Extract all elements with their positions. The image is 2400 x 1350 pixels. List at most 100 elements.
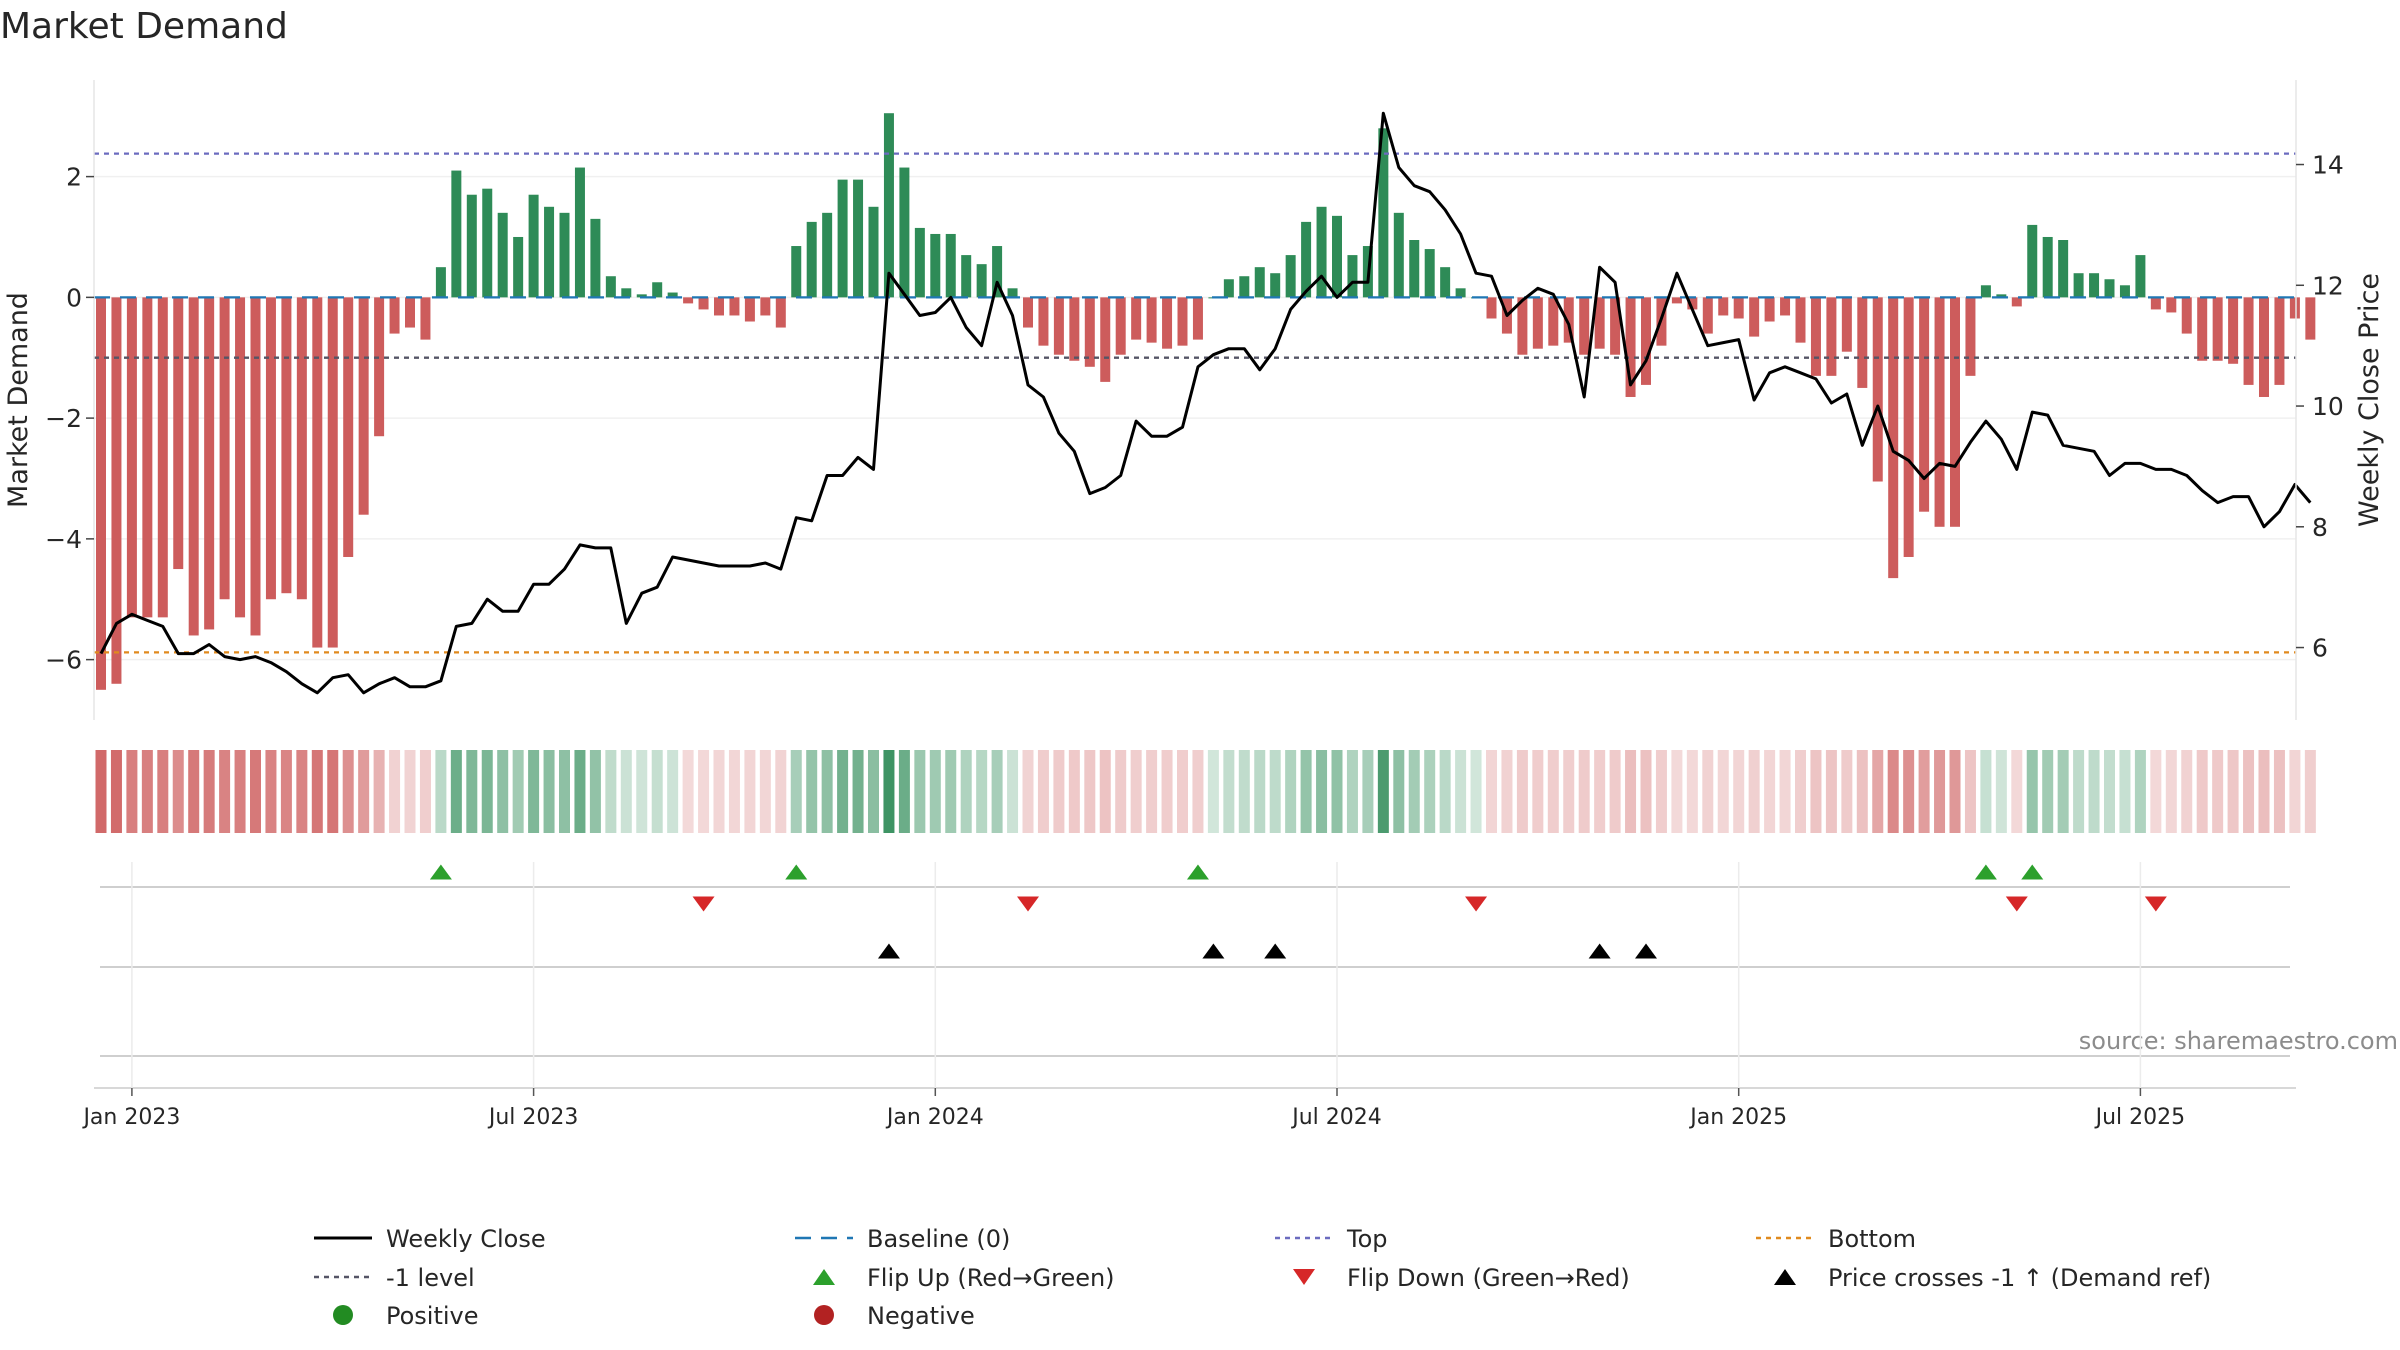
heat-strip-cell: [404, 750, 416, 833]
demand-bar: [1888, 297, 1899, 579]
demand-bar: [1239, 276, 1250, 298]
heat-strip-cell: [744, 750, 756, 833]
heat-strip-cell: [2273, 750, 2285, 833]
demand-bar: [976, 264, 987, 298]
heat-strip-cell: [1161, 750, 1173, 833]
heat-strip-cell: [1192, 750, 1204, 833]
heat-strip-cell: [667, 750, 679, 833]
heat-strip-cell: [2304, 750, 2316, 833]
demand-bar: [1579, 297, 1590, 355]
legend-label-negative: Negative: [867, 1302, 975, 1330]
legend-swatch-positive: [333, 1305, 353, 1325]
demand-bar: [822, 212, 833, 298]
demand-bar: [1023, 297, 1033, 328]
heat-strip-cell: [806, 750, 818, 833]
heat-strip-cell: [1146, 750, 1158, 833]
demand-bar: [235, 297, 246, 618]
demand-bar: [559, 212, 570, 298]
demand-bar: [2027, 224, 2038, 298]
x-tick-label: Jul 2024: [1290, 1105, 1382, 1130]
heat-strip-cell: [1532, 750, 1544, 833]
heat-strip-cell: [1300, 750, 1312, 833]
heat-strip-cell: [868, 750, 879, 833]
weekly-close-line: [99, 111, 2312, 695]
heat-strip-cell: [2196, 750, 2208, 833]
heat-strip-cell: [1918, 750, 1930, 833]
heat-strip-cell: [203, 750, 215, 833]
demand-bar: [1007, 288, 1018, 298]
heat-strip-cell: [1362, 750, 1374, 833]
heat-strip-cell: [311, 750, 323, 833]
demand-bar: [744, 297, 755, 322]
demand-bar: [1332, 215, 1342, 298]
cross-marker: [1264, 943, 1287, 959]
heat-strip-cell: [1269, 750, 1281, 833]
demand-bar: [1826, 297, 1837, 376]
demand-bar: [775, 297, 786, 328]
demand-bar: [544, 206, 555, 298]
y-left-tick-label: −6: [45, 646, 82, 675]
heat-strip-cell: [976, 750, 988, 833]
heat-strip-cell: [543, 750, 555, 833]
heat-strip-cell: [1748, 750, 1760, 833]
demand-bar: [1069, 297, 1080, 361]
heat-strip-cell: [1331, 750, 1343, 833]
heat-strip-cell: [1099, 750, 1111, 833]
cross-marker: [1588, 943, 1611, 959]
x-tick-label: Jan 2023: [81, 1105, 180, 1130]
heat-strip-cell: [1964, 750, 1976, 833]
demand-bar: [698, 297, 709, 310]
heat-strip-cell: [1825, 750, 1837, 833]
heat-strip-cell: [2026, 750, 2038, 833]
heat-strip-cell: [188, 750, 200, 833]
legend-label-baseline: Baseline (0): [867, 1225, 1010, 1253]
heat-strip-cell: [790, 750, 802, 833]
y-left-tick-label: 0: [66, 283, 82, 312]
heat-strip-cell: [1316, 750, 1328, 833]
flip-up-marker: [785, 864, 808, 880]
heat-strip-cell: [1934, 750, 1946, 833]
demand-bar: [2150, 297, 2161, 310]
demand-bar: [729, 297, 740, 316]
demand-bars-layer: [96, 113, 2316, 690]
heat-strip-cell: [1547, 750, 1559, 833]
demand-bar: [837, 179, 848, 298]
demand-bar: [219, 297, 230, 600]
heat-strip-cell: [157, 750, 169, 833]
heat-strip-cell: [126, 750, 138, 833]
demand-bar: [1270, 273, 1281, 298]
demand-bar: [96, 297, 106, 690]
heat-strip-cell: [837, 750, 849, 833]
heat-strip-cell: [991, 750, 1003, 833]
heat-strip-cell: [1455, 750, 1467, 833]
flip-up-marker: [1974, 864, 1997, 880]
heat-strip-cell: [1424, 750, 1436, 833]
demand-bar: [992, 246, 1003, 298]
demand-bar: [945, 233, 956, 298]
demand-bar: [497, 212, 508, 298]
legend: Weekly Close Baseline (0) Top Bottom -1 leve…: [314, 1225, 2211, 1330]
demand-bar: [2135, 255, 2146, 298]
heat-strip-cell: [466, 750, 478, 833]
demand-bar: [2058, 240, 2069, 298]
legend-item-close: Weekly Close: [314, 1225, 546, 1253]
heat-strip-cell: [1655, 750, 1667, 833]
heat-strip-cell: [636, 750, 648, 833]
legend-swatch-cross: [1774, 1269, 1796, 1285]
demand-bar: [2305, 297, 2316, 340]
demand-bar: [1702, 297, 1713, 334]
heat-strip-cell: [1903, 750, 1915, 833]
demand-bar: [188, 297, 199, 636]
demand-bar: [142, 297, 153, 618]
demand-bar: [312, 297, 323, 648]
demand-bar: [405, 297, 415, 328]
heat-strip-cell: [1501, 750, 1513, 833]
legend-item-baseline: Baseline (0): [795, 1225, 1010, 1253]
heat-strip-cell: [2181, 750, 2193, 833]
y-left-tick-label: 2: [66, 163, 82, 192]
heat-strip-cell: [728, 750, 740, 833]
heat-strip-cell: [219, 750, 231, 833]
heat-strip-cell: [1207, 750, 1219, 833]
demand-bar: [2166, 297, 2177, 313]
demand-bar: [1254, 267, 1265, 298]
